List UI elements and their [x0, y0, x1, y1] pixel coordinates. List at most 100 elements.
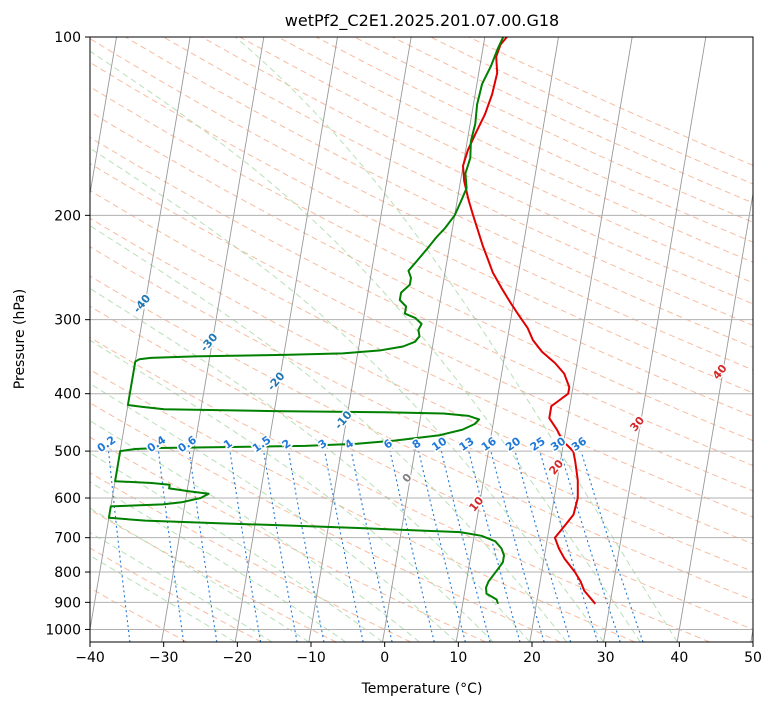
x-tick-label: 10: [449, 650, 467, 666]
dry-adiabat: [90, 305, 753, 630]
mixing-ratio-line: [324, 451, 364, 642]
mixing-ratio-line: [389, 450, 435, 642]
dry-adiabat: [90, 189, 753, 518]
moist-adiabat: [90, 420, 420, 642]
y-tick-label: 800: [54, 565, 81, 581]
isotherm-label: -40: [131, 292, 154, 316]
mixing-ratio-label: 0.2: [95, 433, 118, 455]
mixing-ratio-line: [490, 450, 545, 642]
y-tick-label: 300: [54, 313, 81, 329]
axes: −40 −30 −20 −10 0 10 20 30 40 5010020030040050060…: [45, 30, 762, 666]
dry-adiabat: [430, 37, 753, 185]
mixing-ratio-line: [418, 450, 466, 642]
dry-adiabat: [90, 86, 753, 418]
dry-adiabat: [90, 246, 753, 573]
x-tick-label: 30: [597, 650, 615, 666]
moist-adiabat: [90, 507, 310, 642]
dry-adiabat: [90, 136, 753, 467]
moist-adiabat: [90, 225, 568, 642]
y-tick-label: 200: [54, 208, 81, 224]
dry-adiabat: [90, 336, 710, 642]
moist-adiabat: [90, 383, 457, 642]
y-tick-label: 1000: [45, 622, 81, 638]
moist-adiabat: [90, 50, 641, 642]
dewpoint-line: [107, 37, 505, 605]
isotherm-label: 40: [710, 362, 730, 382]
isotherm-line: [750, 626, 753, 642]
x-tick-label: −10: [296, 650, 326, 666]
mixing-ratio-label: 1: [221, 437, 235, 452]
temperature-line: [462, 37, 597, 605]
mixing-ratio-line: [350, 450, 393, 642]
dry-adiabat: [90, 162, 753, 492]
isotherm-label: -60: [0, 214, 19, 238]
isotherm-line: [90, 37, 191, 633]
series-layer: [107, 37, 597, 605]
mixing-ratio-label: 8: [410, 437, 424, 452]
x-tick-label: 40: [670, 650, 688, 666]
dry-adiabat: [163, 37, 753, 326]
x-tick-label: 20: [523, 650, 541, 666]
plot-frame: [89, 36, 754, 643]
y-tick-label: 500: [54, 444, 81, 460]
moist-adiabat: [90, 531, 273, 642]
isotherm-line: [529, 37, 633, 642]
x-tick-label: −40: [75, 650, 105, 666]
y-tick-label: 400: [54, 387, 81, 403]
isotherm-line: [382, 37, 486, 642]
moist-adiabat: [90, 481, 346, 642]
mixing-ratio-label: 0.6: [176, 433, 200, 455]
isotherm-line: [603, 37, 707, 642]
isotherm-line: [90, 37, 117, 197]
y-tick-label: 100: [54, 30, 81, 46]
x-tick-label: 0: [380, 650, 389, 666]
dry-adiabat: [90, 217, 753, 545]
dry-adiabat: [90, 547, 262, 642]
dry-adiabat: [90, 111, 753, 442]
isotherm-label: -50: [64, 253, 87, 277]
y-tick-label: 900: [54, 595, 81, 611]
moist-adiabat: [90, 554, 236, 642]
y-tick-label: 700: [54, 531, 81, 547]
isotherm-label: 20: [546, 457, 566, 477]
dry-adiabat: [90, 509, 337, 642]
isotherm-label: -30: [198, 330, 221, 354]
dry-adiabat: [239, 37, 753, 284]
isotherm-line: [308, 37, 412, 642]
moist-adiabat: [90, 339, 494, 642]
dry-adiabat: [201, 37, 753, 305]
dry-adiabat: [125, 37, 753, 348]
y-tick-label: 600: [54, 491, 81, 507]
mixing-ratio-line: [188, 451, 218, 642]
isotherm-label: -20: [265, 369, 288, 393]
dry-adiabat: [90, 369, 636, 642]
moist-adiabat: [90, 147, 604, 642]
mixing-ratio-label: 6: [381, 437, 395, 452]
x-tick-label: −20: [223, 650, 253, 666]
y-axis-label: Pressure (hPa): [12, 289, 28, 389]
moist-adiabat: [90, 287, 531, 642]
isotherm-line: [455, 37, 559, 642]
mixing-ratio-line: [287, 451, 325, 642]
dry-adiabat: [392, 37, 753, 204]
mixing-ratio-line: [539, 450, 599, 642]
moist-adiabat: [235, 37, 678, 642]
mixing-ratio-line: [107, 451, 131, 642]
dry-adiabat: [90, 402, 561, 642]
dry-adiabat: [90, 38, 753, 371]
mixing-ratio-line: [580, 450, 644, 642]
mixing-ratio-line: [440, 450, 491, 642]
dry-adiabat: [90, 436, 486, 642]
mixing-ratio-line: [229, 451, 262, 642]
dry-adiabat: [277, 37, 753, 263]
mixing-ratio-line: [157, 451, 185, 642]
isotherm-line: [234, 37, 338, 642]
chart-title: wetPf2_C2E1.2025.201.07.00.G18: [285, 11, 559, 31]
x-tick-label: 50: [744, 650, 762, 666]
x-axis-label: Temperature (°C): [361, 681, 483, 697]
isotherm-label: 30: [627, 414, 647, 434]
isotherm-label: 0: [400, 471, 415, 485]
isoline-labels: -100-90-80-70-60-50-40-30-20-10010203040…: [0, 214, 731, 515]
dry-adiabat: [90, 275, 753, 601]
